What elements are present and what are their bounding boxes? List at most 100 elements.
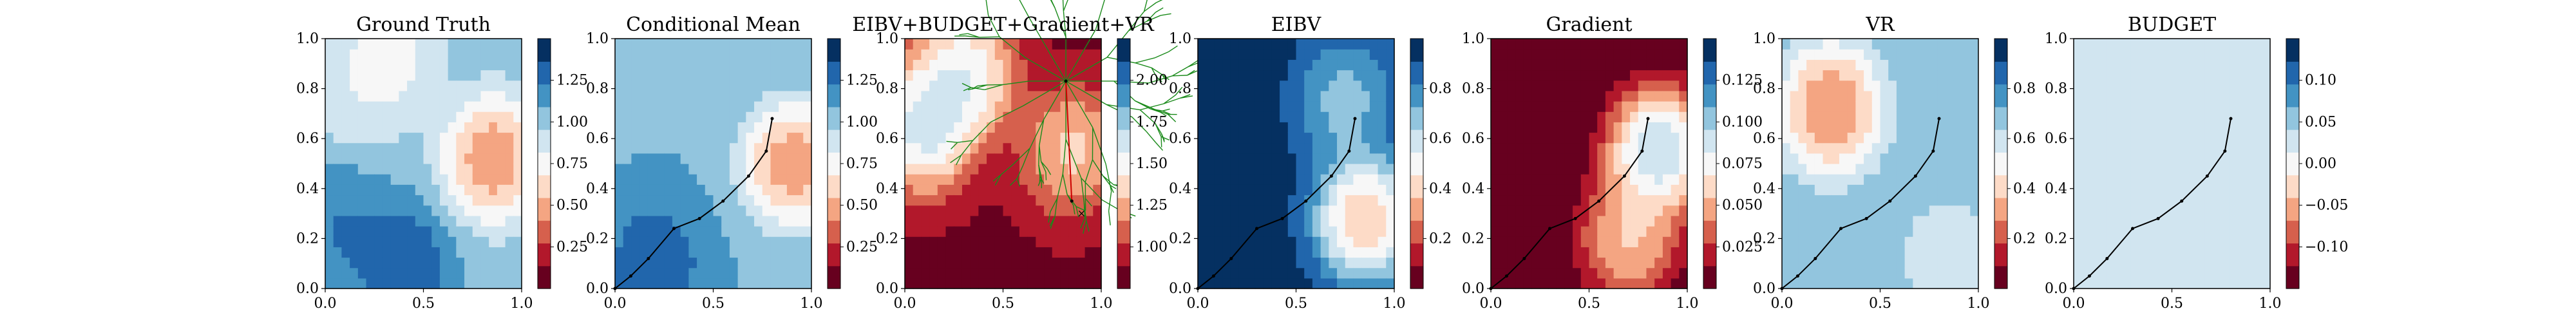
heatmap-cell: [1337, 267, 1346, 279]
heatmap-cell: [1531, 90, 1540, 102]
heatmap-cell: [1329, 59, 1338, 71]
heatmap-cell: [1662, 257, 1672, 269]
heatmap-cell: [399, 215, 408, 227]
heatmap-cell: [1499, 247, 1508, 258]
heatmap-cell: [1052, 174, 1061, 185]
heatmap-cell: [1888, 90, 1897, 102]
heatmap-cell: [2245, 111, 2255, 122]
heatmap-cell: [1638, 194, 1647, 206]
heatmap-cell: [1296, 80, 1305, 91]
heatmap-cell: [1361, 257, 1370, 269]
heatmap-cell: [2221, 122, 2230, 133]
colorbar: 0.250.500.751.001.25: [827, 38, 878, 289]
heatmap-cell: [1622, 236, 1631, 247]
heatmap-cell: [1369, 226, 1379, 237]
heatmap-cell: [721, 236, 730, 247]
heatmap-cell: [680, 101, 689, 112]
heatmap-cell: [2081, 278, 2091, 289]
heatmap-cell: [2139, 226, 2148, 237]
heatmap-cell: [1782, 247, 1791, 258]
heatmap-cell: [439, 122, 449, 133]
heatmap-cell: [1003, 90, 1012, 102]
heatmap-cell: [2139, 278, 2148, 289]
heatmap-cell: [1806, 70, 1815, 81]
heatmap-cell: [1904, 267, 1913, 279]
heatmap-cell: [2114, 236, 2123, 247]
heatmap-cell: [639, 153, 649, 164]
heatmap-cell: [2180, 257, 2189, 269]
heatmap-cell: [770, 90, 779, 102]
heatmap-cell: [1271, 257, 1280, 269]
heatmap-cell: [656, 111, 665, 122]
heatmap-cell: [1247, 70, 1256, 81]
heatmap-cell: [399, 236, 408, 247]
colorbar-segment: [538, 61, 551, 85]
heatmap-cell: [994, 39, 1004, 50]
heatmap-cell: [615, 90, 624, 102]
heatmap-cell: [1798, 205, 1807, 216]
heatmap-cell: [1499, 142, 1508, 154]
heatmap-cell: [1921, 205, 1930, 216]
colorbar-segment: [1994, 129, 2007, 153]
heatmap-cell: [1206, 257, 1215, 269]
heatmap-cell: [656, 247, 665, 258]
heatmap-cell: [688, 226, 697, 237]
heatmap-cell: [1361, 70, 1370, 81]
y-tick-label: 1.0: [1462, 31, 1484, 47]
heatmap-cell: [664, 174, 673, 185]
heatmap-cell: [1831, 49, 1840, 60]
heatmap-cell: [1556, 111, 1565, 122]
heatmap-cell: [1329, 122, 1338, 133]
heatmap-cell: [448, 247, 457, 258]
heatmap-cell: [2081, 59, 2091, 71]
heatmap-cell: [1937, 142, 1946, 154]
heatmap-cell: [1320, 80, 1329, 91]
heatmap-cell: [1003, 257, 1012, 269]
y-tick-label: 0.4: [296, 181, 319, 197]
heatmap-cell: [913, 49, 922, 60]
heatmap-cell: [1953, 111, 1963, 122]
heatmap-cell: [770, 226, 779, 237]
heatmap-cell: [1929, 257, 1938, 269]
heatmap-cell: [2229, 153, 2238, 164]
heatmap-cell: [1312, 267, 1321, 279]
heatmap-cell: [2229, 194, 2238, 206]
heatmap-cell: [795, 59, 804, 71]
heatmap-cell: [1888, 111, 1897, 122]
heatmap-cell: [1011, 153, 1020, 164]
heatmap-cell: [1337, 215, 1346, 227]
heatmap-cell: [795, 164, 804, 175]
y-tick-label: 0.8: [1169, 81, 1191, 97]
heatmap-cell: [2262, 153, 2271, 164]
tree-edge: [957, 140, 973, 143]
heatmap-cell: [970, 49, 979, 60]
heatmap-cell: [1946, 184, 1955, 196]
heatmap-cell: [1839, 236, 1848, 247]
tree-edge: [1009, 178, 1018, 186]
colorbar-segment: [828, 61, 840, 85]
heatmap-cell: [341, 278, 350, 289]
heatmap-cell: [762, 80, 772, 91]
heatmap-cell: [1564, 267, 1573, 279]
heatmap-cell: [1523, 174, 1533, 185]
heatmap-cell: [623, 184, 632, 196]
heatmap-cell: [431, 174, 440, 185]
heatmap-cell: [1946, 132, 1955, 144]
heatmap-cell: [497, 278, 506, 289]
heatmap-cell: [770, 236, 779, 247]
heatmap-cell: [390, 194, 399, 206]
heatmap-cell: [1263, 164, 1272, 175]
heatmap-cell: [1613, 247, 1622, 258]
heatmap-cell: [357, 59, 367, 71]
heatmap-cell: [754, 101, 763, 112]
heatmap-cell: [2204, 205, 2213, 216]
heatmap-cell: [2172, 101, 2181, 112]
heatmap-cell: [2188, 257, 2197, 269]
heatmap-cell: [1937, 122, 1946, 133]
colorbar-tick-label: 1.00: [846, 114, 878, 130]
heatmap-cell: [1921, 132, 1930, 144]
heatmap-cell: [945, 194, 954, 206]
heatmap-cell: [431, 184, 440, 196]
heatmap-cell: [1790, 90, 1799, 102]
heatmap-cell: [1491, 194, 1500, 206]
